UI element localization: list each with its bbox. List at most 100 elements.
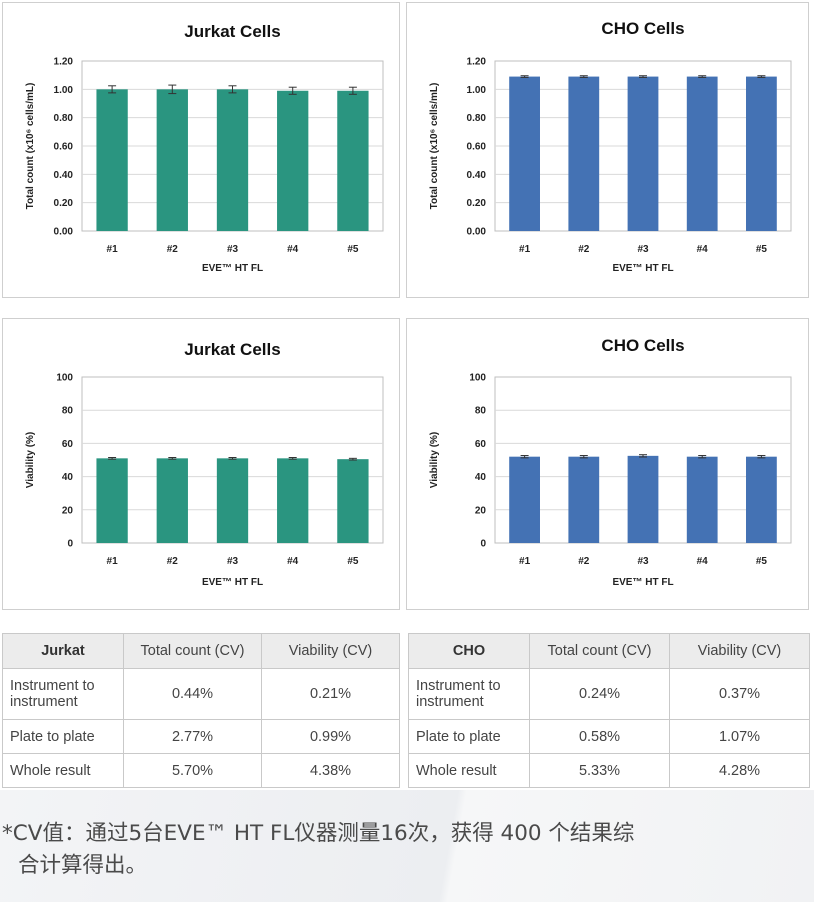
- x-tick-label: #3: [227, 244, 239, 255]
- table-cell: 0.58%: [529, 719, 670, 754]
- x-tick-label: #5: [347, 244, 359, 255]
- y-tick-label: 0.60: [54, 142, 74, 153]
- x-tick-label: #2: [578, 556, 590, 567]
- bar: [277, 458, 309, 543]
- chart-panel-cho-viability: CHO Cells 0 20 40 60 80 100 #1 #2 #3 #4 #5 EVE™ HT F…: [406, 318, 809, 610]
- bar: [337, 459, 369, 543]
- x-tick-label: #4: [287, 556, 299, 567]
- x-tick-label: #1: [519, 244, 531, 255]
- table-row: Instrument to instrument 0.44% 0.21%: [2, 668, 400, 720]
- table-cell: 0.99%: [261, 719, 400, 754]
- table-cell: 0.44%: [123, 668, 262, 720]
- x-tick-label: #5: [756, 244, 768, 255]
- chart-cho-viability: CHO Cells 0 20 40 60 80 100 #1 #2 #3 #4 #5 EVE™ HT F…: [429, 336, 792, 588]
- table-row: Instrument to instrument 0.24% 0.37%: [408, 668, 810, 720]
- jurkat-cv-table: Jurkat Total count (CV) Viability (CV) I…: [2, 633, 400, 788]
- table-row-label: Plate to plate: [2, 719, 124, 754]
- bar: [568, 456, 600, 543]
- bar: [96, 458, 128, 543]
- table-cell: 0.21%: [261, 668, 400, 720]
- bar: [337, 90, 369, 231]
- table-header-cell: CHO: [408, 633, 530, 669]
- y-axis-label: Total count (x10⁶ cells/mL): [429, 83, 440, 210]
- bar: [216, 458, 249, 543]
- y-tick-label: 60: [62, 439, 74, 450]
- y-tick-label: 0.00: [54, 227, 74, 238]
- table-header-cell: Viability (CV): [261, 633, 400, 669]
- y-tick-label: 80: [475, 406, 487, 417]
- x-tick-label: #4: [697, 244, 709, 255]
- chart-cho-total-count: CHO Cells 0.00 0.20 0.40 0.60 0.80 1.00 1.20 #1 #…: [429, 19, 792, 274]
- bar: [277, 90, 309, 231]
- bar: [686, 456, 718, 543]
- table-cell: 2.77%: [123, 719, 262, 754]
- x-tick-label: #1: [519, 556, 531, 567]
- footnote-line: *CV值：通过5台EVE™ HT FL仪器测量16次，获得 400 个结果综: [2, 821, 635, 846]
- chart-panel-cho-total-count: CHO Cells 0.00 0.20 0.40 0.60 0.80 1.00 1.20 #1 #…: [406, 2, 809, 298]
- y-tick-label: 0.60: [467, 142, 487, 153]
- chart-jurkat-total-count: Jurkat Cells 0.00 0.20 0.40 0.60 0.80 1.00 1.20…: [25, 22, 384, 274]
- y-tick-label: 0: [67, 539, 73, 550]
- y-tick-label: 20: [62, 505, 74, 516]
- table-header-row: CHO Total count (CV) Viability (CV): [408, 633, 810, 669]
- table-header-cell: Viability (CV): [669, 633, 810, 669]
- table-row: Plate to plate 2.77% 0.99%: [2, 719, 400, 754]
- y-tick-label: 0.80: [54, 113, 74, 124]
- y-tick-label: 80: [62, 406, 74, 417]
- y-tick-label: 40: [475, 472, 487, 483]
- x-tick-label: #4: [287, 244, 299, 255]
- table-cell: 0.24%: [529, 668, 670, 720]
- table-cell: 5.70%: [123, 753, 262, 788]
- x-tick-label: #1: [107, 556, 119, 567]
- bar: [156, 89, 188, 231]
- chart-title: Jurkat Cells: [184, 340, 280, 359]
- table-row: Whole result 5.33% 4.28%: [408, 753, 810, 788]
- bar: [509, 456, 540, 543]
- y-tick-label: 100: [469, 373, 486, 384]
- y-tick-label: 0.20: [467, 198, 487, 209]
- chart-title: CHO Cells: [601, 19, 684, 38]
- x-tick-label: #3: [637, 556, 649, 567]
- x-tick-label: #2: [578, 244, 590, 255]
- x-axis-label: EVE™ HT FL: [612, 263, 673, 274]
- y-tick-label: 0.80: [467, 113, 487, 124]
- y-tick-label: 1.00: [54, 85, 74, 96]
- table-cell: 4.28%: [669, 753, 810, 788]
- x-axis-label: EVE™ HT FL: [202, 263, 263, 274]
- table-row-label: Plate to plate: [408, 719, 530, 754]
- table-row-label: Instrument to instrument: [2, 668, 124, 720]
- y-tick-label: 1.20: [467, 57, 487, 68]
- y-axis-label: Viability (%): [25, 432, 36, 489]
- chart-panel-jurkat-viability: Jurkat Cells 0 20 40 60 80 100 #1 #2 #3 #4 #5 EVE™ H…: [2, 318, 400, 610]
- x-tick-label: #4: [697, 556, 709, 567]
- y-tick-label: 0.40: [54, 170, 74, 181]
- x-axis-label: EVE™ HT FL: [612, 577, 673, 588]
- table-row: Plate to plate 0.58% 1.07%: [408, 719, 810, 754]
- x-tick-label: #2: [167, 556, 179, 567]
- bar: [746, 76, 777, 231]
- bar: [686, 76, 718, 231]
- x-tick-label: #5: [756, 556, 768, 567]
- y-tick-label: 0: [480, 539, 486, 550]
- footnote: *CV值：通过5台EVE™ HT FL仪器测量16次，获得 400 个结果综 合…: [2, 818, 802, 882]
- table-header-cell: Total count (CV): [123, 633, 262, 669]
- y-axis-label: Viability (%): [429, 432, 440, 489]
- table-row-label: Whole result: [2, 753, 124, 788]
- table-header-cell: Jurkat: [2, 633, 124, 669]
- bar: [216, 89, 249, 231]
- table-cell: 0.37%: [669, 668, 810, 720]
- bar: [156, 458, 188, 543]
- table-cell: 4.38%: [261, 753, 400, 788]
- y-tick-label: 0.20: [54, 198, 74, 209]
- footer-background: [0, 790, 814, 902]
- x-tick-label: #1: [107, 244, 119, 255]
- x-tick-label: #2: [167, 244, 179, 255]
- chart-title: CHO Cells: [601, 336, 684, 355]
- table-cell: 1.07%: [669, 719, 810, 754]
- table-header-row: Jurkat Total count (CV) Viability (CV): [2, 633, 400, 669]
- bar: [96, 89, 128, 231]
- x-tick-label: #5: [347, 556, 359, 567]
- x-axis-label: EVE™ HT FL: [202, 577, 263, 588]
- chart-title: Jurkat Cells: [184, 22, 280, 41]
- bar: [746, 456, 777, 543]
